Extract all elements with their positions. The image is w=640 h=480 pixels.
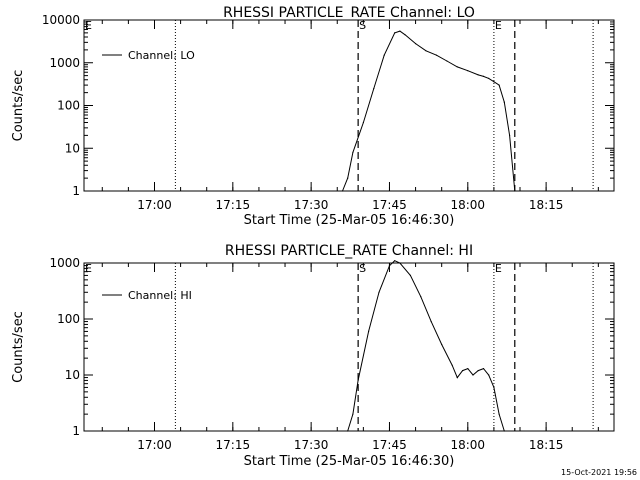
panel-1-data-point (352, 151, 354, 153)
panel-1-data-point (514, 190, 516, 192)
panel-2-data-point (477, 370, 479, 372)
panel-1-series-channel-lo (342, 30, 516, 192)
panel-2-x-tick-label: 17:15 (216, 438, 251, 452)
panel-2-data-point (482, 368, 485, 370)
panel-2-data-point (430, 321, 432, 323)
panel-1-y-tick-label: 10000 (42, 13, 80, 27)
panel-1-data-point (341, 190, 344, 192)
panel-2-data-point (368, 330, 370, 332)
panel-1-data-point (467, 70, 469, 72)
panel-2-marker-label-e: E (495, 262, 502, 275)
panel-1: RHESSI PARTICLE_RATE Channel: LO 1 10 100 10… (11, 5, 615, 228)
panel-2-data-point (456, 377, 458, 379)
panel-1-data-point (347, 177, 349, 179)
panel-1-x-tick-label: 17:45 (372, 198, 407, 212)
panel-2-data-point (441, 343, 443, 346)
panel-1-x-tick-label: 18:00 (450, 198, 485, 212)
panel-1-y-axis-title: Counts/sec (11, 70, 26, 142)
panel-2-data-point (378, 291, 380, 293)
panel-2-x-tick-label: 17:30 (294, 438, 329, 452)
panel-2-data-point (498, 413, 500, 415)
panel-1-marker-label-e: E (495, 19, 502, 32)
panel-1-y-tick-label: 100 (57, 99, 80, 113)
panel-2-x-tick-label: 18:15 (529, 438, 564, 452)
panel-2-data-point (420, 296, 422, 298)
panel-2-marker-label-e: E (85, 262, 92, 275)
panel-2-y-tick-label: 100 (57, 312, 80, 326)
panel-2-frame (83, 262, 615, 432)
panel-1-legend-label: Channel: LO (128, 49, 195, 62)
panel-1-data-point (488, 77, 490, 79)
panel-2-data-point (388, 265, 391, 267)
panel-2-marker-label-s: S (359, 262, 366, 275)
panel-2-title: RHESSI PARTICLE_RATE Channel: HI (225, 243, 473, 259)
panel-2-y-axis-title: Counts/sec (11, 311, 26, 383)
panel-2-data-point (451, 364, 453, 366)
panel-1-data-point (362, 121, 364, 124)
panel-2-series-channel-hi (347, 260, 505, 432)
panel-2-y-tick-label: 1 (72, 424, 80, 438)
panel-1-y-tick-label: 1000 (49, 56, 80, 70)
panel-2: RHESSI PARTICLE_RATE Channel: HI 1 10 100 10… (11, 243, 615, 469)
panel-2-data-point (467, 368, 469, 370)
panel-1-frame (83, 19, 615, 192)
panel-1-x-tick-label: 17:00 (137, 198, 172, 212)
panel-1-data-point (373, 87, 375, 90)
panel-2-data-point (488, 374, 490, 376)
panel-2-data-point (462, 370, 464, 372)
panel-1-data-point (456, 66, 458, 68)
panel-1-data-point (493, 81, 495, 83)
panel-1-data-point (477, 74, 479, 76)
panel-1-data-point (498, 84, 500, 86)
panel-2-y-tick-label: 1000 (49, 256, 80, 270)
panel-1-data-point (446, 60, 448, 62)
panel-1-data-point (404, 34, 406, 36)
panel-2-x-tick-label: 18:00 (450, 438, 485, 452)
panel-1-data-point (509, 134, 511, 136)
panel-2-data-point (472, 374, 474, 376)
panel-2-data-point (503, 430, 505, 432)
panel-2-data-point (394, 260, 396, 262)
panel-2-data-point (357, 379, 359, 381)
panel-1-marker-label-s: S (359, 19, 366, 32)
panel-1-x-tick-label: 17:15 (216, 198, 251, 212)
plot-timestamp: 15-Oct-2021 19:56 (561, 468, 637, 477)
panel-1-data-point (383, 54, 385, 56)
panel-1-title: RHESSI PARTICLE_RATE Channel: LO (223, 5, 475, 21)
panel-2-data-point (352, 413, 354, 415)
panel-1-data-point (425, 50, 427, 52)
panel-2-data-point (347, 430, 349, 432)
panel-1-data-point (482, 75, 485, 77)
panel-2-x-tick-label: 17:00 (137, 438, 172, 452)
panel-1-data-point (503, 101, 505, 103)
panel-1-y-tick-label: 1 (72, 184, 80, 198)
panel-1-data-point (415, 43, 417, 45)
panel-2-x-axis-title: Start Time (25-Mar-05 16:46:30) (244, 454, 455, 469)
panel-1-data-point (394, 32, 396, 34)
panel-1-x-tick-label: 17:30 (294, 198, 329, 212)
panel-2-y-tick-label: 10 (65, 368, 80, 382)
panel-1-data-point (399, 30, 401, 32)
panel-2-data-point (399, 262, 401, 264)
panel-2-legend-label: Channel: HI (128, 289, 192, 302)
panel-2-x-tick-label: 17:45 (372, 438, 407, 452)
panel-1-x-axis-title: Start Time (25-Mar-05 16:46:30) (244, 213, 455, 228)
panel-1-marker-label-e: E (85, 19, 92, 32)
panel-2-data-point (493, 386, 495, 388)
panel-1-y-tick-label: 10 (65, 141, 80, 155)
panel-2-data-point (409, 274, 411, 276)
panel-1-data-point (435, 54, 438, 56)
panel-1-x-tick-label: 18:15 (529, 198, 564, 212)
